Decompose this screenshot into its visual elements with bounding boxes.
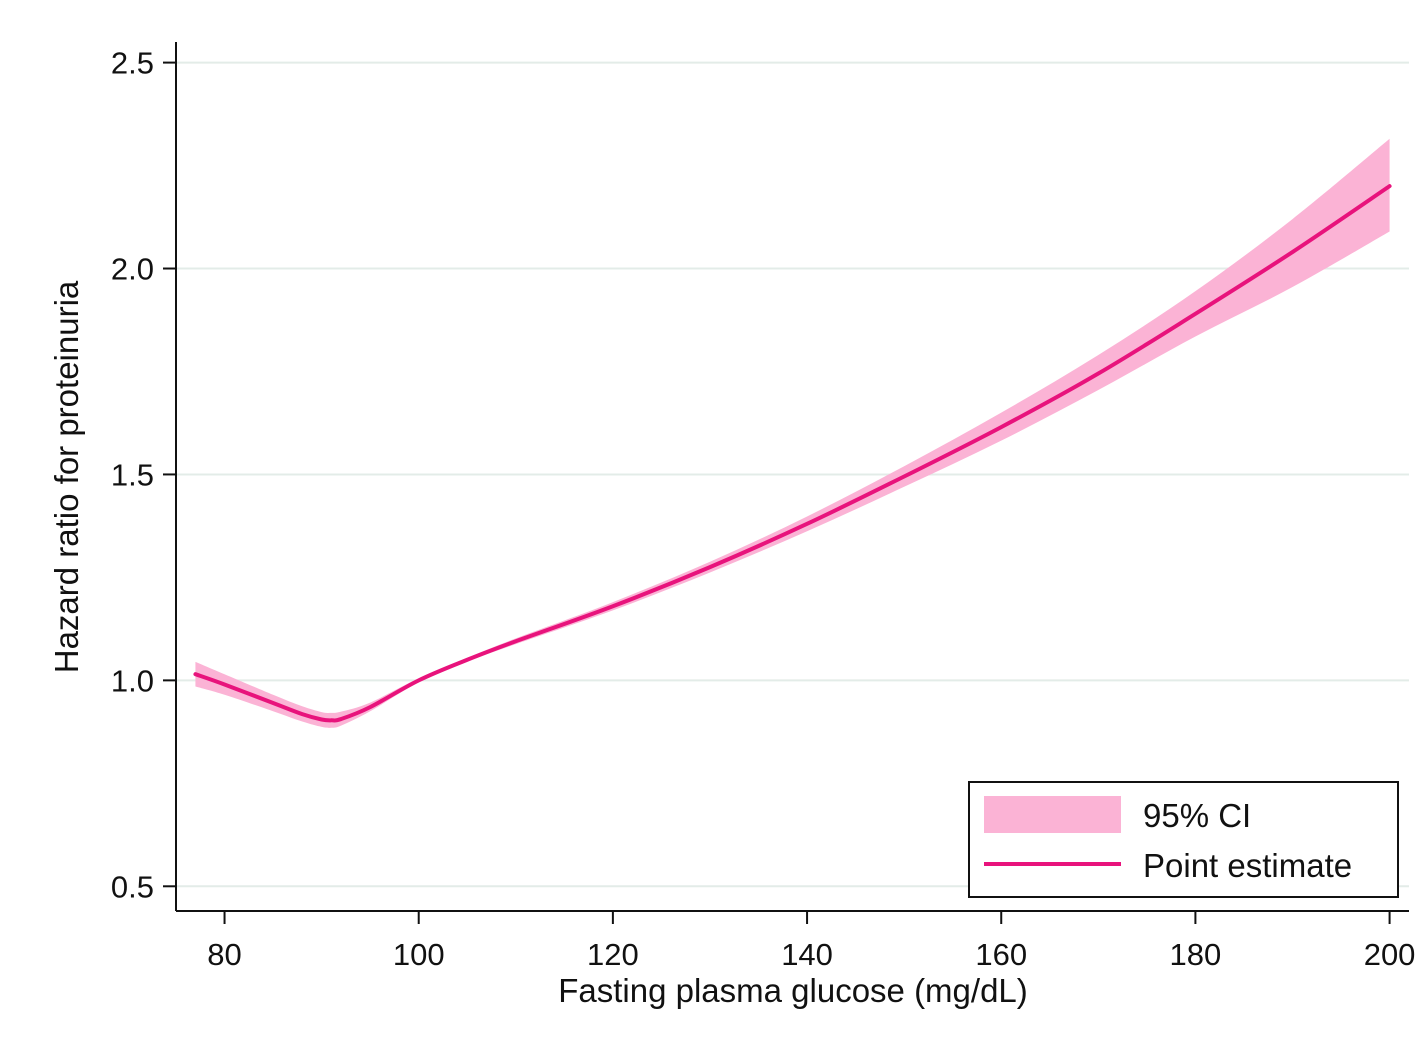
x-tick-label-80: 80 (207, 937, 241, 972)
legend-label-ci: 95% CI (1143, 797, 1251, 834)
x-tick-label-200: 200 (1364, 937, 1416, 972)
point-estimate-line (193, 184, 1392, 723)
ci-band-layer (195, 138, 1390, 728)
x-tick-label-160: 160 (975, 937, 1027, 972)
y-tick-label-2.0: 2.0 (111, 252, 154, 287)
y-axis-title: Hazard ratio for proteinuria (48, 280, 85, 673)
legend-swatch-ci-band (984, 796, 1121, 833)
gridlines (176, 61, 1409, 888)
legend-box (968, 781, 1399, 898)
x-tick-label-180: 180 (1170, 937, 1222, 972)
y-tick-label-2.5: 2.5 (111, 46, 154, 81)
y-tick-label-1.0: 1.0 (111, 663, 154, 698)
legend-label-point-estimate: Point estimate (1143, 847, 1352, 884)
x-tick-label-120: 120 (587, 937, 639, 972)
x-axis-ticks: 80 100 120 140 160 180 200 (207, 911, 1415, 972)
y-tick-label-1.5: 1.5 (111, 457, 154, 492)
y-axis-ticks: 0.5 1.0 1.5 2.0 2.5 (111, 46, 176, 904)
y-tick-label-0.5: 0.5 (111, 869, 154, 904)
x-axis-title: Fasting plasma glucose (mg/dL) (558, 972, 1028, 1009)
legend: 95% CI Point estimate (968, 781, 1399, 898)
axes (175, 42, 1409, 912)
point-estimate-layer (193, 184, 1392, 723)
x-tick-label-140: 140 (781, 937, 833, 972)
ci-band (195, 138, 1390, 728)
x-tick-label-100: 100 (393, 937, 445, 972)
